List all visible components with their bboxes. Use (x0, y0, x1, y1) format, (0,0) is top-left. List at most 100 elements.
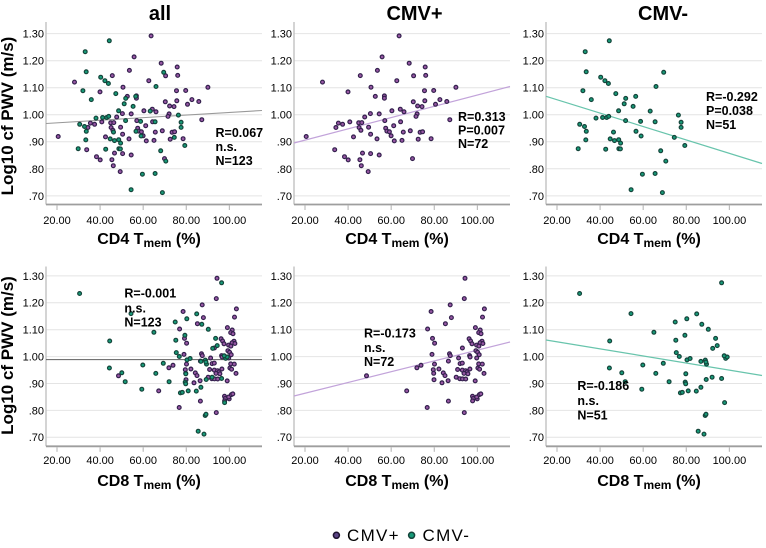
svg-text:R=-0.001: R=-0.001 (124, 287, 176, 301)
svg-text:60.00: 60.00 (377, 215, 405, 227)
svg-text:CMV-: CMV- (423, 526, 471, 543)
svg-text:.90: .90 (277, 137, 292, 149)
svg-text:20.00: 20.00 (543, 215, 571, 227)
svg-text:40.00: 40.00 (586, 215, 614, 227)
svg-text:n.s.: n.s. (577, 394, 599, 408)
svg-text:.90: .90 (29, 137, 44, 149)
svg-text:CD8 Tmem (%): CD8 Tmem (%) (597, 473, 701, 492)
svg-text:1.10: 1.10 (523, 325, 544, 337)
svg-text:CD4 Tmem (%): CD4 Tmem (%) (597, 231, 701, 250)
svg-text:80.00: 80.00 (173, 215, 201, 227)
svg-text:1.20: 1.20 (271, 298, 292, 310)
svg-text:60.00: 60.00 (629, 455, 657, 467)
svg-text:N=123: N=123 (216, 154, 253, 168)
svg-text:60.00: 60.00 (629, 215, 657, 227)
svg-text:80.00: 80.00 (173, 455, 201, 467)
svg-text:100.00: 100.00 (461, 215, 495, 227)
svg-text:R=-0.186: R=-0.186 (577, 379, 629, 393)
svg-text:100.00: 100.00 (461, 455, 495, 467)
svg-text:Log10 cf PWV (m/s): Log10 cf PWV (m/s) (0, 37, 17, 196)
svg-text:100.00: 100.00 (213, 455, 247, 467)
svg-text:20.00: 20.00 (43, 455, 71, 467)
svg-text:1.00: 1.00 (271, 110, 292, 122)
svg-text:N=51: N=51 (706, 118, 736, 132)
svg-text:1.00: 1.00 (523, 352, 544, 364)
svg-text:.80: .80 (29, 405, 44, 417)
svg-text:CMV-: CMV- (638, 3, 688, 25)
svg-text:.90: .90 (29, 378, 44, 390)
svg-text:.70: .70 (529, 191, 544, 203)
svg-text:60.00: 60.00 (129, 215, 157, 227)
svg-text:Log10 cf PWV (m/s): Log10 cf PWV (m/s) (0, 276, 17, 435)
svg-text:all: all (149, 3, 171, 25)
svg-text:1.30: 1.30 (523, 29, 544, 41)
svg-text:P=0.038: P=0.038 (706, 104, 753, 118)
svg-text:CD8 Tmem (%): CD8 Tmem (%) (345, 473, 449, 492)
svg-text:1.30: 1.30 (271, 271, 292, 283)
svg-text:1.10: 1.10 (271, 325, 292, 337)
svg-text:N=123: N=123 (124, 316, 161, 330)
svg-text:.70: .70 (277, 432, 292, 444)
svg-text:1.00: 1.00 (271, 352, 292, 364)
svg-text:1.30: 1.30 (271, 29, 292, 41)
svg-text:CD4 Tmem (%): CD4 Tmem (%) (345, 231, 449, 250)
svg-text:CMV+: CMV+ (347, 526, 400, 543)
svg-text:1.20: 1.20 (23, 56, 44, 68)
svg-text:1.10: 1.10 (23, 325, 44, 337)
svg-text:40.00: 40.00 (334, 455, 362, 467)
svg-text:40.00: 40.00 (586, 455, 614, 467)
svg-text:80.00: 80.00 (421, 455, 449, 467)
svg-text:P=0.007: P=0.007 (458, 124, 505, 138)
svg-text:.80: .80 (277, 164, 292, 176)
svg-text:1.00: 1.00 (523, 110, 544, 122)
svg-text:R=0.313: R=0.313 (458, 110, 506, 124)
svg-text:1.30: 1.30 (23, 271, 44, 283)
svg-text:60.00: 60.00 (129, 455, 157, 467)
svg-text:1.00: 1.00 (23, 352, 44, 364)
svg-text:20.00: 20.00 (43, 215, 71, 227)
svg-text:.70: .70 (29, 432, 44, 444)
svg-text:n.s.: n.s. (364, 341, 386, 355)
svg-text:.80: .80 (529, 164, 544, 176)
svg-text:CD4 Tmem (%): CD4 Tmem (%) (97, 231, 201, 250)
svg-text:CD8 Tmem (%): CD8 Tmem (%) (97, 473, 201, 492)
svg-text:100.00: 100.00 (713, 215, 747, 227)
svg-text:1.20: 1.20 (523, 298, 544, 310)
svg-text:.70: .70 (277, 191, 292, 203)
svg-text:.80: .80 (277, 405, 292, 417)
svg-text:.70: .70 (529, 432, 544, 444)
svg-text:40.00: 40.00 (86, 455, 114, 467)
svg-text:1.10: 1.10 (271, 83, 292, 95)
svg-text:1.20: 1.20 (23, 298, 44, 310)
svg-text:N=72: N=72 (364, 355, 394, 369)
svg-text:R=-0.292: R=-0.292 (706, 90, 758, 104)
svg-text:R=0.067: R=0.067 (216, 126, 264, 140)
svg-text:20.00: 20.00 (543, 455, 571, 467)
svg-text:N=51: N=51 (577, 409, 607, 423)
svg-text:80.00: 80.00 (421, 215, 449, 227)
svg-text:80.00: 80.00 (673, 455, 701, 467)
svg-text:.90: .90 (529, 378, 544, 390)
svg-text:R=-0.173: R=-0.173 (364, 327, 416, 341)
svg-text:100.00: 100.00 (213, 215, 247, 227)
svg-text:.90: .90 (277, 378, 292, 390)
svg-text:.90: .90 (529, 137, 544, 149)
svg-text:.70: .70 (29, 191, 44, 203)
svg-text:n.s.: n.s. (216, 140, 238, 154)
svg-text:CMV+: CMV+ (386, 3, 442, 25)
svg-text:80.00: 80.00 (673, 215, 701, 227)
svg-text:1.20: 1.20 (523, 56, 544, 68)
svg-text:1.20: 1.20 (271, 56, 292, 68)
svg-text:60.00: 60.00 (377, 455, 405, 467)
svg-text:40.00: 40.00 (334, 215, 362, 227)
svg-text:.80: .80 (529, 405, 544, 417)
svg-text:1.10: 1.10 (523, 83, 544, 95)
svg-text:100.00: 100.00 (713, 455, 747, 467)
svg-text:20.00: 20.00 (291, 455, 319, 467)
svg-text:n.s.: n.s. (124, 302, 146, 316)
svg-text:.80: .80 (29, 164, 44, 176)
svg-text:40.00: 40.00 (86, 215, 114, 227)
svg-text:1.30: 1.30 (523, 271, 544, 283)
svg-text:1.10: 1.10 (23, 83, 44, 95)
svg-text:20.00: 20.00 (291, 215, 319, 227)
